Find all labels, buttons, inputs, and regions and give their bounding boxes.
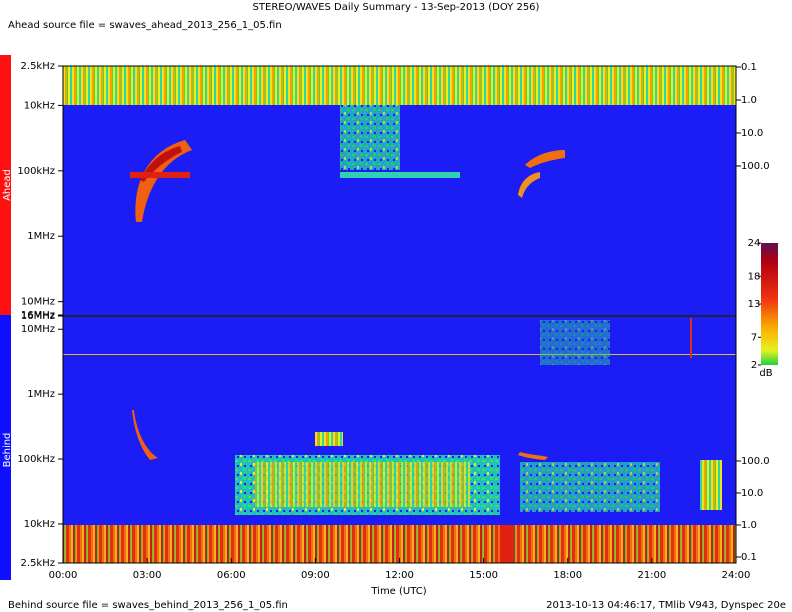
x-tick-label: 09:00 [301, 570, 330, 581]
colorbar-tick-label: 2 [751, 360, 757, 371]
x-axis-label: Time (UTC) [370, 586, 426, 597]
ahead-band [0, 55, 11, 315]
spectrogram-image [63, 66, 736, 563]
y-tick-label: 1MHz [27, 231, 55, 242]
x-tick-label: 12:00 [385, 570, 414, 581]
y2-tick-label: 100.0 [741, 456, 770, 467]
colorbar-tick-label: 7 [751, 332, 757, 343]
y-tick-label: 100kHz [17, 166, 55, 177]
source-top: Ahead source file = swaves_ahead_2013_25… [8, 20, 282, 31]
y2-tick-label: 1.0 [741, 95, 757, 106]
y-tick-label: 2.5kHz [21, 558, 55, 569]
chart-title: STEREO/WAVES Daily Summary - 13-Sep-2013… [253, 2, 540, 13]
colorbar-tick-label: 13 [748, 299, 761, 310]
y-tick-label: 10kHz [24, 519, 55, 530]
colorbar-label: dB [759, 368, 772, 379]
x-tick-label: 18:00 [553, 570, 582, 581]
y-tick-label: 16MHz [21, 310, 55, 321]
y2-tick-label: 1.0 [741, 520, 757, 531]
x-tick-label: 03:00 [133, 570, 162, 581]
y2-tick-label: 100.0 [741, 161, 770, 172]
y-tick-label: 10MHz [21, 297, 55, 308]
x-tick-label: 15:00 [469, 570, 498, 581]
panel-name: Behind [2, 433, 13, 468]
panel-name: Ahead [2, 169, 13, 201]
source-bottom: Behind source file = swaves_behind_2013_… [8, 600, 288, 611]
y2-tick-label: 0.1 [741, 552, 757, 563]
y-tick-label: 10MHz [21, 324, 55, 335]
behind-band [0, 315, 11, 580]
y-tick-label: 100kHz [17, 454, 55, 465]
x-tick-label: 06:00 [217, 570, 246, 581]
y2-tick-label: 10.0 [741, 128, 763, 139]
y-tick-label: 2.5kHz [21, 61, 55, 72]
x-tick-label: 21:00 [637, 570, 666, 581]
colorbar-tick-label: 18 [748, 271, 761, 282]
y2-tick-label: 10.0 [741, 488, 763, 499]
x-tick-label: 00:00 [49, 570, 78, 581]
y-tick-label: 10kHz [24, 100, 55, 111]
y2-tick-label: 0.1 [741, 62, 757, 73]
colorbar-tick-label: 24 [748, 238, 761, 249]
x-tick-label: 24:00 [722, 570, 751, 581]
colorbar [761, 243, 778, 365]
y-tick-label: 1MHz [27, 389, 55, 400]
footer-info: 2013-10-13 04:46:17, TMlib V943, Dynspec… [546, 600, 786, 611]
y-tick-label: 16MHz [21, 311, 55, 322]
